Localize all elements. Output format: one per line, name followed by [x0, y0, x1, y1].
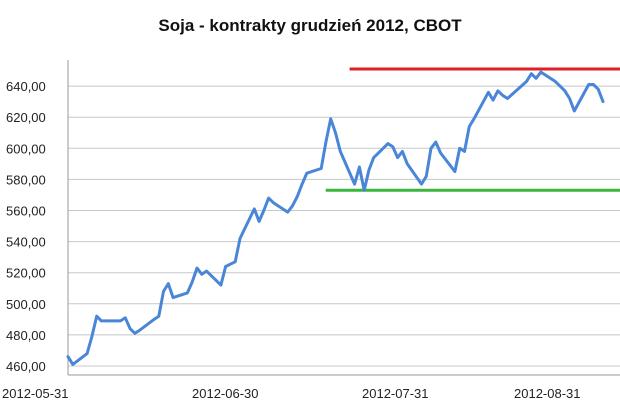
y-tick-label: 500,00 [6, 297, 46, 312]
x-tick-label: 2012-08-31 [514, 386, 581, 401]
y-tick-label: 560,00 [6, 204, 46, 219]
x-tick-label: 2012-05-31 [2, 386, 69, 401]
price-series-line [68, 72, 603, 364]
y-tick-label: 620,00 [6, 110, 46, 125]
y-tick-label: 540,00 [6, 235, 46, 250]
y-tick-label: 640,00 [6, 79, 46, 94]
y-tick-label: 600,00 [6, 141, 46, 156]
x-tick-label: 2012-06-30 [192, 386, 259, 401]
x-tick-label: 2012-07-31 [362, 386, 429, 401]
y-tick-label: 580,00 [6, 172, 46, 187]
y-tick-label: 520,00 [6, 266, 46, 281]
y-tick-label: 480,00 [6, 328, 46, 343]
y-tick-label: 460,00 [6, 359, 46, 374]
